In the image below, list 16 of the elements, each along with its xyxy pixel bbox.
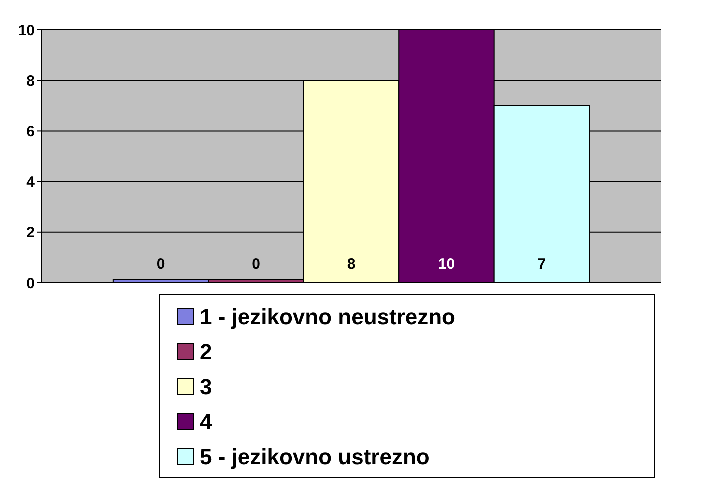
y-tick-label: 6 (26, 123, 35, 140)
legend-label: 5 - jezikovno ustrezno (200, 444, 430, 470)
legend-label: 1 - jezikovno neustrezno (200, 304, 456, 330)
data-label: 0 (252, 256, 260, 273)
data-label: 8 (347, 256, 356, 273)
data-label: 0 (156, 256, 166, 273)
y-tick-label: 4 (26, 174, 36, 192)
y-tick-label: 8 (26, 72, 35, 90)
legend-label: 3 (200, 374, 212, 400)
y-tick-label: 10 (18, 22, 35, 40)
data-label: 10 (438, 256, 456, 273)
y-tick-label: 0 (26, 275, 35, 292)
y-tick-label: 2 (26, 224, 35, 242)
legend-label: 4 (200, 410, 213, 435)
legend-label: 2 (200, 340, 212, 365)
data-label: 7 (538, 256, 546, 273)
